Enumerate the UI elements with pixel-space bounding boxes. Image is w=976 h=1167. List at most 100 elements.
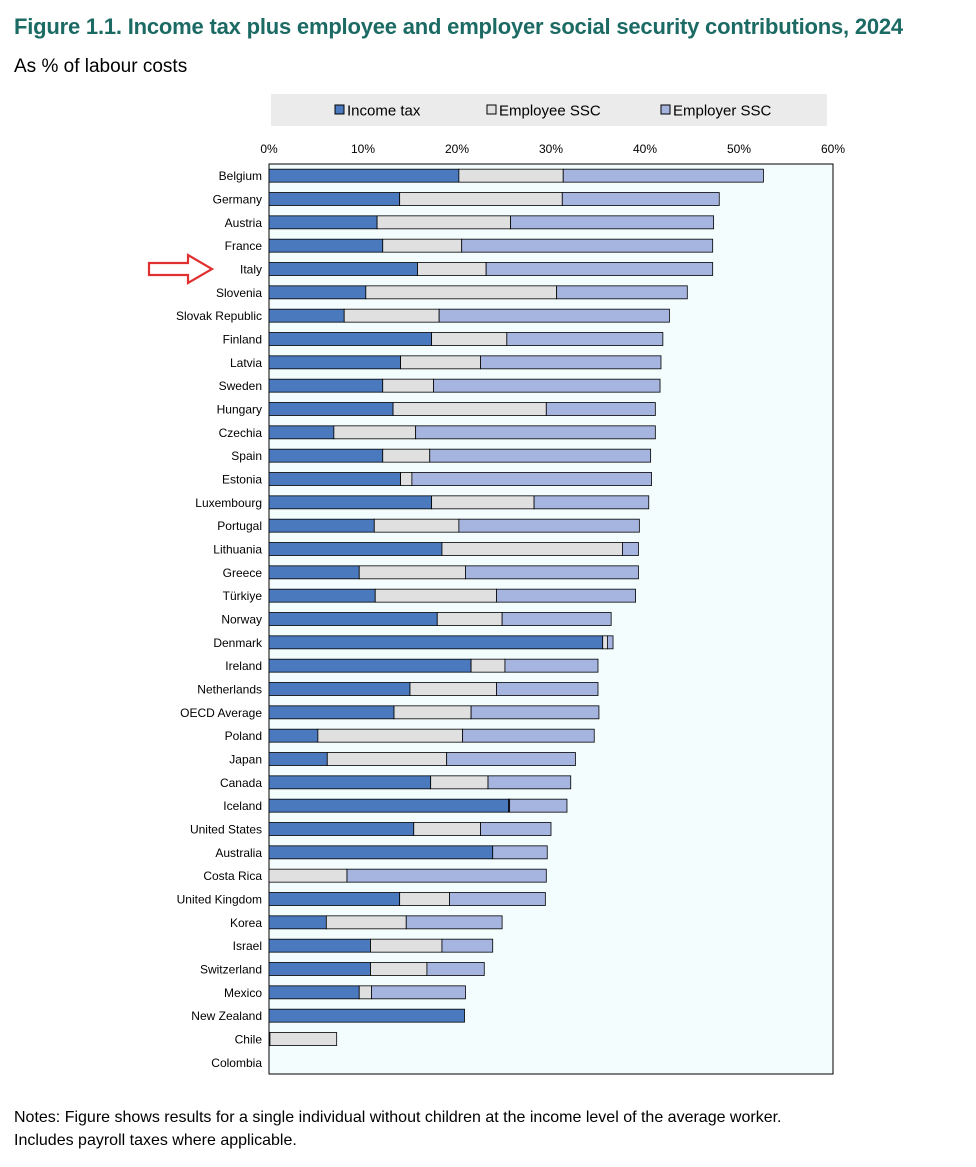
- bar-income-tax-australia: [268, 845, 494, 860]
- bar-income-tax-korea: [268, 915, 327, 930]
- chart-legend: Income tax Employee SSC Employer SSC: [271, 94, 827, 126]
- bar-employer-ssc-oecd-average: [470, 705, 600, 720]
- category-label-czechia: Czechia: [219, 426, 263, 440]
- bar-employee-ssc-costa-rica: [268, 868, 348, 883]
- category-label-new-zealand: New Zealand: [191, 1009, 262, 1023]
- category-label-italy: Italy: [240, 263, 262, 277]
- category-label-united-kingdom: United Kingdom: [177, 893, 262, 907]
- category-label-belgium: Belgium: [219, 169, 262, 183]
- bar-income-tax-greece: [268, 565, 360, 580]
- category-label-luxembourg: Luxembourg: [195, 496, 262, 510]
- category-label-latvia: Latvia: [230, 356, 262, 370]
- category-label-estonia: Estonia: [222, 473, 262, 487]
- category-label-sweden: Sweden: [219, 379, 262, 393]
- bar-income-tax-latvia: [268, 355, 402, 370]
- category-label-spain: Spain: [231, 449, 262, 463]
- bar-employer-ssc-norway: [501, 612, 612, 626]
- bar-employer-ssc-latvia: [480, 355, 662, 370]
- bar-income-tax-israel: [268, 938, 371, 953]
- bar-employer-ssc-united-states: [480, 822, 552, 836]
- bar-employer-ssc-portugal: [458, 518, 640, 533]
- figure-subtitle: As % of labour costs: [14, 56, 188, 77]
- bar-income-tax-canada: [268, 775, 432, 790]
- category-label-netherlands: Netherlands: [197, 683, 262, 697]
- bar-employee-ssc-oecd-average: [393, 705, 472, 720]
- bar-employer-ssc-estonia: [411, 472, 652, 486]
- category-label-ireland: Ireland: [225, 659, 262, 673]
- bar-employer-ssc-slovak-republic: [438, 308, 670, 323]
- bar-income-tax-netherlands: [268, 682, 411, 696]
- category-label-turkiye: Türkiye: [223, 589, 263, 603]
- bar-employee-ssc-mexico: [358, 985, 372, 1000]
- bar-employer-ssc-sweden: [433, 378, 661, 393]
- bar-employer-ssc-hungary: [545, 402, 656, 416]
- bar-employee-ssc-czechia: [333, 425, 417, 440]
- bar-employee-ssc-greece: [358, 565, 466, 580]
- category-label-iceland: Iceland: [223, 799, 262, 813]
- bar-employee-ssc-belgium: [458, 168, 564, 183]
- category-label-austria: Austria: [225, 216, 263, 230]
- bar-employer-ssc-belgium: [562, 168, 764, 183]
- bar-employer-ssc-greece: [465, 565, 639, 580]
- bar-employee-ssc-poland: [317, 728, 464, 743]
- bar-income-tax-united-kingdom: [268, 892, 401, 906]
- bar-employee-ssc-lithuania: [441, 542, 623, 556]
- bar-employer-ssc-luxembourg: [533, 495, 650, 510]
- bar-income-tax-slovak-republic: [268, 308, 345, 323]
- bar-employee-ssc-germany: [399, 192, 563, 206]
- category-label-israel: Israel: [233, 939, 262, 953]
- x-tick-label: 40%: [633, 142, 657, 156]
- bar-employee-ssc-latvia: [400, 355, 481, 370]
- bar-employee-ssc-canada: [430, 775, 489, 790]
- bar-employee-ssc-israel: [370, 938, 443, 953]
- legend-swatch-employer-ssc: [660, 104, 671, 115]
- notes-line-2: Includes payroll taxes where applicable.: [14, 1132, 297, 1149]
- bar-income-tax-iceland: [268, 798, 510, 813]
- highlight-arrow-icon: [147, 253, 215, 285]
- bar-income-tax-austria: [268, 215, 378, 230]
- bar-employer-ssc-mexico: [371, 985, 466, 1000]
- category-label-australia: Australia: [215, 846, 262, 860]
- x-tick-label: 20%: [445, 142, 469, 156]
- category-label-colombia: Colombia: [211, 1056, 262, 1070]
- category-label-slovenia: Slovenia: [216, 286, 262, 300]
- category-label-germany: Germany: [213, 193, 262, 207]
- bar-employer-ssc-lithuania: [622, 542, 639, 556]
- category-label-japan: Japan: [229, 753, 262, 767]
- bar-employer-ssc-turkiye: [496, 588, 637, 603]
- bar-employer-ssc-canada: [487, 775, 572, 790]
- bar-employer-ssc-france: [461, 238, 714, 253]
- stacked-bar-chart: Income tax Employee SSC Employer SSC 0% 10%…: [147, 94, 845, 1075]
- bar-income-tax-sweden: [268, 378, 384, 393]
- bar-employee-ssc-estonia: [400, 472, 413, 486]
- category-label-norway: Norway: [221, 613, 262, 627]
- bar-employee-ssc-hungary: [392, 402, 547, 416]
- bar-employee-ssc-austria: [376, 215, 511, 230]
- bar-employer-ssc-poland: [462, 728, 595, 743]
- bar-income-tax-norway: [268, 612, 438, 626]
- category-label-france: France: [225, 239, 263, 253]
- bar-income-tax-united-states: [268, 822, 415, 836]
- bar-employee-ssc-switzerland: [370, 962, 428, 976]
- bar-income-tax-denmark: [268, 635, 604, 650]
- bar-employer-ssc-slovenia: [556, 285, 688, 300]
- x-tick-label: 50%: [727, 142, 751, 156]
- bar-income-tax-france: [268, 238, 384, 253]
- bar-employer-ssc-korea: [405, 915, 503, 930]
- legend-swatch-income-tax: [334, 104, 345, 115]
- bar-employer-ssc-czechia: [415, 425, 656, 440]
- category-label-poland: Poland: [225, 729, 262, 743]
- bar-income-tax-estonia: [268, 472, 402, 486]
- bar-income-tax-spain: [268, 448, 384, 463]
- bar-employee-ssc-slovak-republic: [343, 308, 440, 323]
- category-label-chile: Chile: [235, 1033, 263, 1047]
- bar-employee-ssc-denmark: [602, 635, 608, 650]
- bar-employee-ssc-united-states: [413, 822, 481, 836]
- bar-income-tax-new-zealand: [268, 1008, 465, 1023]
- bar-income-tax-mexico: [268, 985, 360, 1000]
- bar-employee-ssc-korea: [325, 915, 407, 930]
- legend-label-employee-ssc: Employee SSC: [499, 103, 601, 120]
- bar-employee-ssc-turkiye: [374, 588, 497, 603]
- bar-employer-ssc-germany: [561, 192, 720, 206]
- bar-employee-ssc-ireland: [470, 658, 506, 673]
